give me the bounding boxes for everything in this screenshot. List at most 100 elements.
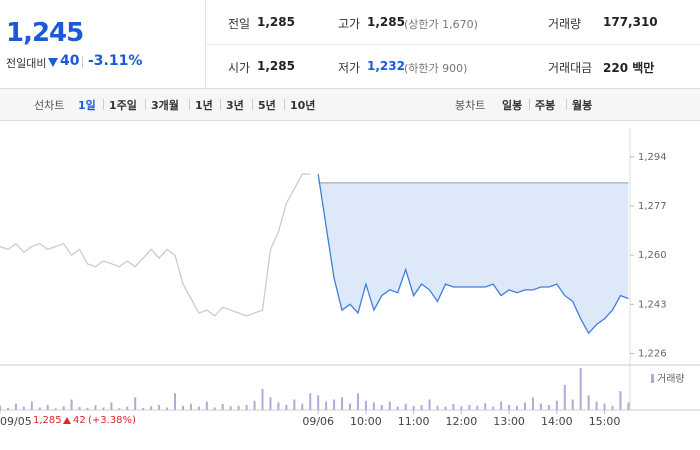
- change: 40: [60, 53, 80, 69]
- volume-bar: [22, 406, 25, 410]
- volume-bar: [317, 395, 320, 410]
- x-tick-label: 09/06: [302, 415, 334, 428]
- x-tick-label: 15:00: [589, 415, 621, 428]
- volume-bar: [102, 407, 105, 410]
- tab-separator[interactable]: [284, 99, 285, 110]
- tab-group-label[interactable]: 선차트: [34, 99, 65, 112]
- volume-bar: [126, 406, 129, 410]
- x-tick-label: 14:00: [541, 415, 573, 428]
- tab[interactable]: 1년: [195, 99, 213, 112]
- tab[interactable]: 3개월: [151, 99, 179, 112]
- x-tick-label: 11:00: [398, 415, 430, 428]
- y-tick-label: 1,277: [638, 201, 667, 212]
- volume-bar: [38, 407, 41, 410]
- footer-rate: (+3.38%): [88, 415, 136, 426]
- volume-bar: [158, 404, 161, 410]
- volume-bar: [205, 401, 208, 410]
- tab[interactable]: 10년: [290, 99, 316, 112]
- volume-bar: [452, 404, 455, 410]
- tab-separator[interactable]: [566, 99, 567, 110]
- volume-bar: [595, 401, 598, 410]
- tab[interactable]: 1일: [78, 99, 96, 112]
- tab-group-label[interactable]: 봉차트: [455, 99, 486, 112]
- volume-bar: [0, 405, 1, 410]
- price: 1,245: [6, 18, 84, 48]
- volume-bar: [524, 402, 526, 410]
- volume-bar: [70, 399, 73, 410]
- volume-bar: [253, 400, 256, 410]
- volume-bar: [46, 404, 49, 410]
- tab-separator[interactable]: [529, 99, 530, 110]
- volume-bar: [492, 406, 495, 410]
- info-value: 1,285: [257, 15, 295, 29]
- volume-bar: [364, 400, 367, 410]
- volume-bar: [78, 407, 81, 410]
- info-label: 저가: [338, 61, 361, 75]
- volume-bar: [14, 403, 17, 410]
- volume-bar: [221, 404, 224, 410]
- volume-bar: [611, 405, 614, 410]
- tab[interactable]: 3년: [226, 99, 244, 112]
- volume-bar: [30, 401, 33, 410]
- volume-bar: [428, 399, 431, 410]
- price-line: [0, 173, 311, 317]
- tab[interactable]: 주봉: [535, 99, 556, 112]
- volume-bar: [587, 395, 590, 410]
- volume-bar: [341, 397, 344, 410]
- footer-close: 1,285: [33, 415, 62, 426]
- tab-separator[interactable]: [252, 99, 253, 110]
- volume-bar: [213, 407, 216, 410]
- volume-bar: [627, 402, 630, 410]
- info-value: 1,232: [367, 59, 405, 73]
- volume-bar: [86, 407, 89, 410]
- volume-bar: [301, 403, 304, 410]
- tab-separator[interactable]: [189, 99, 190, 110]
- volume-bar: [396, 406, 399, 410]
- volume-bar: [603, 403, 606, 410]
- info-value: 1,285: [367, 15, 405, 29]
- volume-bar: [436, 405, 439, 410]
- volume-bar: [325, 401, 328, 410]
- volume-bar: [468, 404, 471, 410]
- tab-bar: [0, 88, 700, 121]
- divider: [205, 44, 700, 45]
- volume-bar: [110, 402, 113, 410]
- tab[interactable]: 1주일: [109, 99, 137, 112]
- volume-bar: [555, 400, 558, 410]
- volume-bar: [500, 401, 503, 410]
- tab[interactable]: 월봉: [572, 99, 593, 112]
- volume-bar: [197, 406, 200, 410]
- volume-bar: [62, 406, 65, 410]
- info-value: 1,285: [257, 59, 295, 73]
- tab-separator[interactable]: [145, 99, 146, 110]
- volume-bar: [277, 402, 280, 410]
- volume-bar: [142, 407, 145, 410]
- footer-up-arrow: [63, 417, 71, 424]
- volume-bar: [547, 404, 550, 410]
- volume-bar: [372, 402, 375, 410]
- volume-bar: [245, 404, 248, 410]
- volume-bar: [237, 405, 240, 410]
- x-tick-label: 10:00: [350, 415, 382, 428]
- volume-bar: [166, 407, 169, 410]
- tab-separator[interactable]: [220, 99, 221, 110]
- info-label: 고가: [338, 17, 361, 31]
- volume-bar: [571, 399, 574, 410]
- volume-bar: [516, 405, 519, 410]
- legend-label: 거래량: [657, 373, 685, 385]
- volume-bar: [189, 403, 192, 410]
- y-tick-label: 1,243: [638, 299, 667, 310]
- volume-bar: [508, 404, 511, 410]
- volume-bar: [174, 393, 176, 410]
- tab[interactable]: 5년: [258, 99, 276, 112]
- info-label: 거래량: [548, 17, 582, 31]
- tab-separator[interactable]: [103, 99, 104, 110]
- y-tick-label: 1,226: [638, 348, 667, 359]
- tab[interactable]: 일봉: [502, 99, 523, 112]
- info-label: 시가: [228, 61, 251, 75]
- volume-bar: [444, 406, 447, 410]
- volume-bar: [484, 403, 487, 410]
- volume-bar: [134, 397, 137, 410]
